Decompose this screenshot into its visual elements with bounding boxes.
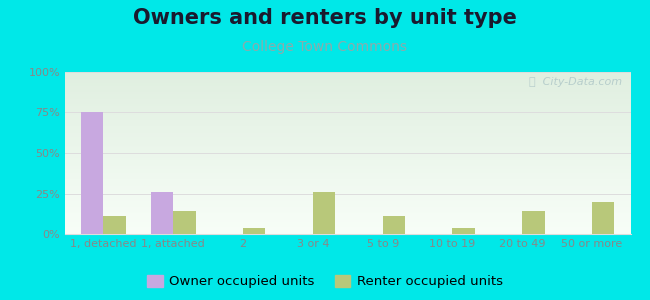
Bar <box>313 192 335 234</box>
Text: Owners and renters by unit type: Owners and renters by unit type <box>133 8 517 28</box>
Bar <box>151 192 173 234</box>
Legend: Owner occupied units, Renter occupied units: Owner occupied units, Renter occupied un… <box>142 269 508 293</box>
Bar <box>173 211 196 234</box>
Bar <box>81 112 103 234</box>
Text: College Town Commons: College Town Commons <box>242 40 408 55</box>
Bar <box>592 202 614 234</box>
Bar <box>383 216 405 234</box>
Text: ⓘ  City-Data.com: ⓘ City-Data.com <box>529 77 622 87</box>
Bar <box>103 216 125 234</box>
Bar <box>243 227 265 234</box>
Bar <box>452 227 474 234</box>
Bar <box>523 211 545 234</box>
